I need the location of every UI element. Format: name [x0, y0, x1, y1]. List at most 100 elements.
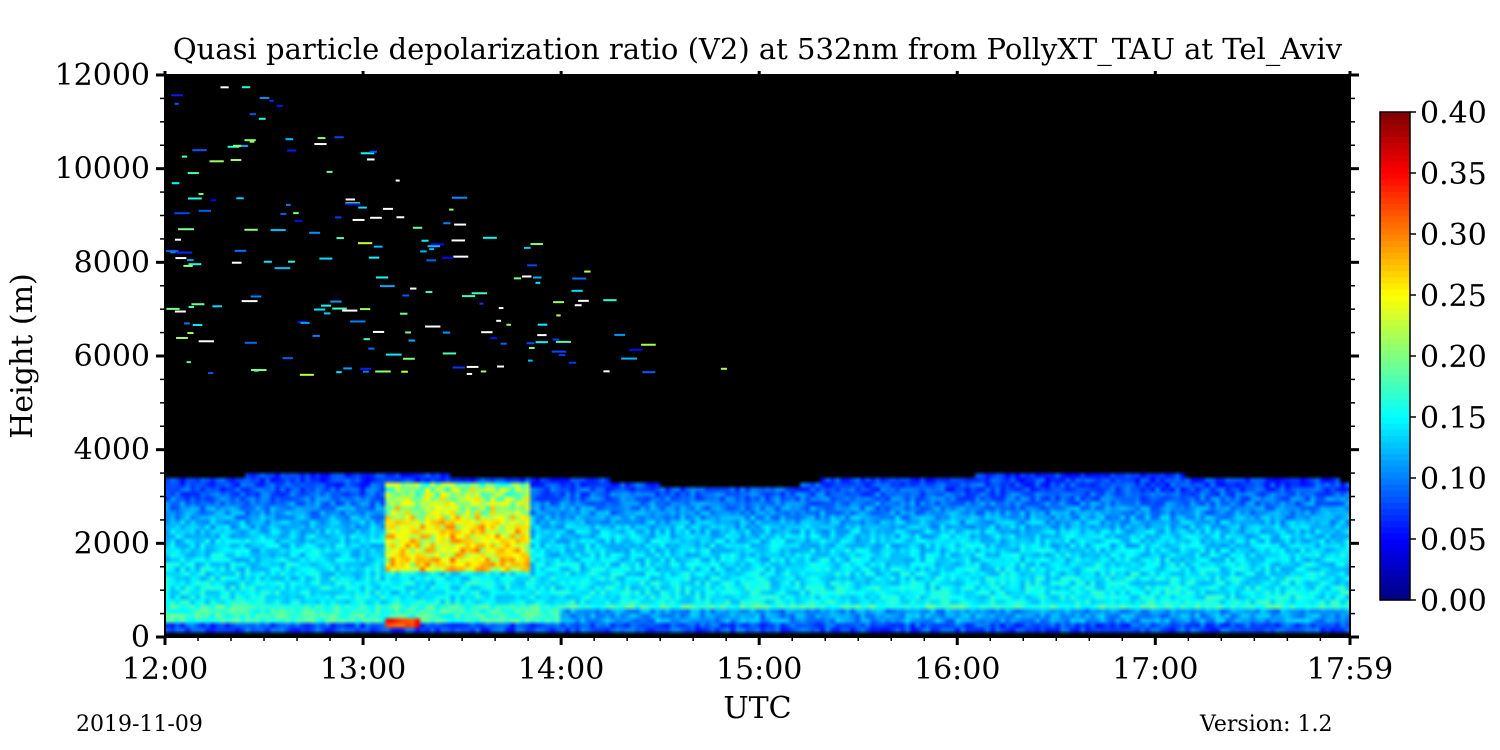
colorbar-segment: [1380, 295, 1410, 302]
colorbar-segment: [1380, 179, 1410, 186]
cloud-speckle: [174, 212, 190, 215]
cloud-speckle: [176, 251, 193, 254]
colorbar-segment: [1380, 234, 1410, 241]
cloud-speckle: [350, 320, 366, 323]
cloud-speckle: [443, 222, 451, 225]
cloud-speckle: [352, 218, 365, 221]
cloud-speckle: [368, 256, 380, 259]
cloud-speckle: [192, 149, 207, 152]
x-tick-label: 14:00: [518, 652, 604, 687]
cloud-speckle: [330, 300, 342, 303]
colorbar-segment: [1380, 490, 1410, 497]
cloud-speckle: [317, 137, 326, 140]
cloud-speckle: [274, 267, 291, 270]
cloud-speckle: [309, 231, 321, 234]
colorbar-segment: [1380, 459, 1410, 467]
cloud-speckle: [299, 373, 314, 376]
cloud-speckle: [452, 366, 465, 369]
colorbar-segment: [1380, 368, 1410, 375]
cloud-speckle: [244, 341, 257, 344]
colorbar-segment: [1380, 160, 1410, 168]
y-tick-label: 0: [131, 620, 150, 655]
cloud-speckle: [405, 331, 411, 334]
cloud-speckle: [642, 371, 656, 374]
cloud-speckle: [183, 322, 190, 325]
cloud-speckle: [269, 99, 274, 102]
cloud-speckle: [270, 229, 286, 232]
cloud-speckle: [282, 357, 293, 360]
cloud-speckle: [530, 243, 543, 246]
colorbar: 0.00 0.05 0.10 0.15 0.20 0.25 0.30 0.35 0.40: [1379, 96, 1487, 619]
cloud-speckle: [241, 300, 258, 303]
chart-title: Quasi particle depolarization ratio (V2)…: [172, 32, 1343, 66]
colorbar-tick-label: 0.00: [1420, 584, 1487, 619]
cloud-speckle: [553, 301, 565, 304]
cloud-speckle: [342, 309, 358, 312]
colorbar-segment: [1380, 417, 1410, 424]
cloud-speckle: [429, 248, 435, 251]
cloud-speckle: [212, 305, 222, 308]
cloud-speckle: [454, 223, 467, 226]
y-tick-label: 10000: [55, 152, 150, 187]
cloud-speckle: [537, 323, 548, 326]
cloud-speckle: [370, 216, 382, 219]
cloud-speckle: [176, 336, 188, 339]
cloud-speckle: [244, 139, 256, 142]
cloud-speckle: [449, 208, 454, 211]
cloud-speckle: [198, 193, 204, 196]
cloud-speckle: [402, 294, 410, 297]
cloud-speckle: [500, 342, 507, 345]
cloud-speckle: [412, 226, 423, 229]
cloud-speckle: [186, 361, 191, 364]
cloud-speckle: [368, 347, 375, 350]
cloud-speckle: [461, 295, 476, 298]
cloud-speckle: [171, 94, 183, 97]
cloud-speckle: [479, 302, 484, 305]
colorbar-tick-label: 0.35: [1420, 157, 1487, 192]
colorbar-segment: [1380, 288, 1410, 296]
cloud-speckle: [312, 334, 320, 337]
colorbar-segment: [1380, 191, 1410, 198]
x-tick-label: 16:00: [914, 652, 1000, 687]
x-tick-label: 15:00: [716, 652, 802, 687]
plot-area: [165, 75, 1350, 637]
cloud-speckle: [614, 333, 626, 336]
cloud-speckle: [360, 308, 371, 311]
cloud-speckle: [198, 209, 212, 212]
heatmap-image: [165, 75, 1350, 637]
y-tick-label: 8000: [74, 245, 150, 280]
cloud-speckle: [188, 305, 195, 308]
cloud-speckle: [362, 370, 369, 373]
colorbar-segment: [1380, 301, 1410, 308]
colorbar-segment: [1380, 331, 1410, 339]
colorbar-segment: [1380, 319, 1410, 327]
cloud-speckle: [230, 159, 242, 162]
cloud-speckle: [442, 352, 457, 355]
y-axis-label: Height (m): [5, 273, 40, 438]
cloud-speckle: [276, 104, 283, 107]
cloud-speckle: [578, 299, 589, 302]
cloud-speckle: [250, 295, 262, 298]
colorbar-segment: [1380, 374, 1410, 381]
colorbar-tick-label: 0.10: [1420, 462, 1487, 497]
colorbar-tick-label: 0.30: [1420, 218, 1487, 253]
colorbar-segment: [1380, 154, 1410, 162]
cloud-speckle: [395, 179, 400, 182]
cloud-speckle: [375, 370, 391, 373]
cloud-speckle: [321, 304, 332, 307]
colorbar-segment: [1380, 313, 1410, 320]
colorbar-segment: [1380, 197, 1410, 205]
colorbar-segment: [1380, 581, 1410, 589]
cloud-speckle: [421, 239, 429, 242]
colorbar-segment: [1380, 362, 1410, 369]
cloud-speckle: [628, 348, 643, 351]
cloud-speckle: [621, 357, 637, 360]
colorbar-segment: [1380, 142, 1410, 150]
cloud-speckle: [425, 325, 441, 328]
cloud-speckle: [363, 338, 370, 341]
cloud-speckle: [241, 86, 251, 89]
cloud-speckle: [555, 340, 571, 343]
colorbar-tick-label: 0.15: [1420, 401, 1487, 436]
colorbar-segment: [1380, 593, 1410, 601]
